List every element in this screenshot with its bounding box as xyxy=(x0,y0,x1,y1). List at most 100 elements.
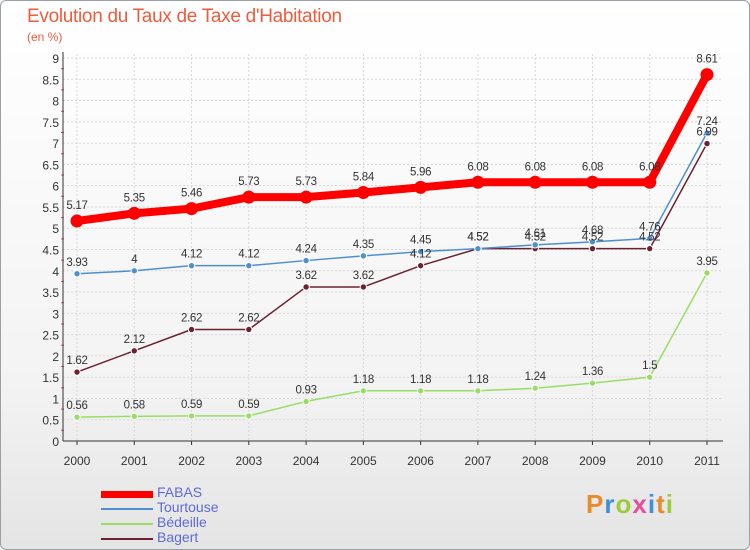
data-point-bagert xyxy=(187,325,196,334)
data-label-fabas: 5.96 xyxy=(410,166,431,178)
y-tick-label: 8 xyxy=(52,95,59,109)
data-point-fabas xyxy=(299,190,313,204)
data-point-bagert xyxy=(73,368,81,376)
data-point-tourtouse xyxy=(245,261,253,270)
data-label-bedeille: 3.95 xyxy=(696,256,717,268)
legend-item-bedeille: Bédeille xyxy=(101,514,301,531)
data-label-fabas: 6.08 xyxy=(639,161,660,173)
data-point-bagert xyxy=(359,283,368,291)
x-tick-label: 2008 xyxy=(522,454,549,468)
y-tick-label: 0 xyxy=(52,435,59,449)
data-label-bedeille: 0.59 xyxy=(181,399,202,411)
data-point-tourtouse xyxy=(359,252,368,260)
data-label-tourtouse: 4.12 xyxy=(181,249,202,261)
data-label-fabas: 5.46 xyxy=(181,188,202,200)
data-label-bedeille: 1.18 xyxy=(353,374,374,386)
y-tick-label: 0.5 xyxy=(42,414,59,428)
data-point-tourtouse xyxy=(588,238,597,246)
data-label-fabas: 5.73 xyxy=(238,176,259,188)
data-label-tourtouse: 4.45 xyxy=(410,235,431,247)
y-tick-label: 4 xyxy=(52,265,59,279)
y-tick-label: 1.5 xyxy=(42,371,59,385)
x-tick-label: 2003 xyxy=(235,454,262,468)
legend-item-fabas: FABAS xyxy=(101,484,301,501)
data-label-bagert: 4.52 xyxy=(525,232,546,244)
data-point-tourtouse xyxy=(187,261,196,270)
chart-subtitle: (en %) xyxy=(27,30,63,44)
data-point-tourtouse xyxy=(73,270,81,278)
data-label-bedeille: 0.59 xyxy=(238,399,259,411)
data-label-fabas: 5.84 xyxy=(353,171,375,183)
y-tick-label: 6 xyxy=(52,180,59,194)
y-tick-label: 5.5 xyxy=(42,201,59,215)
data-label-bedeille: 1.18 xyxy=(410,374,431,386)
data-label-tourtouse: 3.93 xyxy=(66,257,87,269)
x-tick-label: 2000 xyxy=(64,454,91,468)
data-label-bagert: 2.12 xyxy=(124,334,145,346)
data-label-bedeille: 1.36 xyxy=(582,366,603,378)
data-point-bedeille xyxy=(703,269,711,277)
data-label-fabas: 6.08 xyxy=(525,161,546,173)
data-point-fabas xyxy=(700,68,714,82)
data-label-fabas: 5.73 xyxy=(295,176,316,188)
y-tick-label: 7.5 xyxy=(42,116,59,130)
data-point-fabas xyxy=(70,214,84,228)
data-point-bagert xyxy=(245,325,253,334)
data-label-bagert: 6.99 xyxy=(696,127,717,139)
legend-label-bagert: Bagert xyxy=(157,529,199,545)
y-tick-label: 9 xyxy=(52,52,59,66)
data-label-fabas: 8.61 xyxy=(696,54,717,66)
y-tick-label: 3.5 xyxy=(42,286,59,300)
data-point-tourtouse xyxy=(703,129,711,137)
data-label-bagert: 4.52 xyxy=(639,232,660,244)
data-label-bagert: 4.52 xyxy=(467,232,488,244)
data-label-tourtouse: 4.76 xyxy=(639,221,660,233)
data-point-bedeille xyxy=(474,387,482,395)
data-label-tourtouse: 4.35 xyxy=(353,239,374,251)
data-point-bedeille xyxy=(302,397,310,406)
legend-label-fabas: FABAS xyxy=(157,484,203,500)
data-point-bedeille xyxy=(73,413,81,421)
x-tick-label: 2001 xyxy=(121,454,148,468)
data-label-bagert: 1.62 xyxy=(66,355,87,367)
legend-item-bagert: Bagert xyxy=(101,529,301,546)
data-label-tourtouse: 4.52 xyxy=(467,232,488,244)
data-label-tourtouse: 4.61 xyxy=(525,228,546,240)
data-point-fabas xyxy=(127,206,141,220)
proxiti-logo: Proxiti xyxy=(586,489,674,519)
x-tick-label: 2007 xyxy=(465,454,492,468)
data-point-tourtouse xyxy=(302,256,310,265)
data-label-bedeille: 1.24 xyxy=(525,371,547,383)
y-tick-label: 3 xyxy=(52,307,59,321)
data-label-tourtouse: 4.12 xyxy=(238,249,259,261)
data-point-tourtouse xyxy=(531,241,539,249)
data-label-bagert: 3.62 xyxy=(295,270,316,282)
data-label-bagert: 4.12 xyxy=(410,249,431,261)
legend-label-tourtouse: Tourtouse xyxy=(157,499,219,515)
series-line-fabas xyxy=(73,70,711,225)
x-tick-label: 2011 xyxy=(694,454,720,468)
series-line-bagert xyxy=(76,142,708,373)
data-point-fabas xyxy=(471,175,485,189)
y-tick-label: 7 xyxy=(52,137,59,151)
data-label-bagert: 2.62 xyxy=(181,313,202,325)
data-label-bedeille: 0.58 xyxy=(124,399,145,411)
data-point-fabas xyxy=(528,175,542,189)
legend-swatch-tourtouse xyxy=(101,508,153,510)
data-label-fabas: 6.08 xyxy=(467,161,488,173)
y-tick-label: 6.5 xyxy=(42,158,59,172)
data-point-bedeille xyxy=(646,373,654,381)
data-point-tourtouse xyxy=(130,267,138,275)
data-point-bagert xyxy=(302,283,310,291)
data-point-bedeille xyxy=(416,387,425,395)
y-tick-label: 5 xyxy=(52,222,59,236)
data-label-bedeille: 0.93 xyxy=(295,384,316,396)
data-point-bagert xyxy=(703,139,711,148)
data-point-bagert xyxy=(588,244,597,253)
legend-swatch-bagert xyxy=(101,538,153,540)
data-label-bedeille: 1.18 xyxy=(467,374,488,386)
data-point-bedeille xyxy=(245,412,253,420)
data-point-bagert xyxy=(416,261,425,270)
y-tick-label: 2.5 xyxy=(42,329,59,343)
